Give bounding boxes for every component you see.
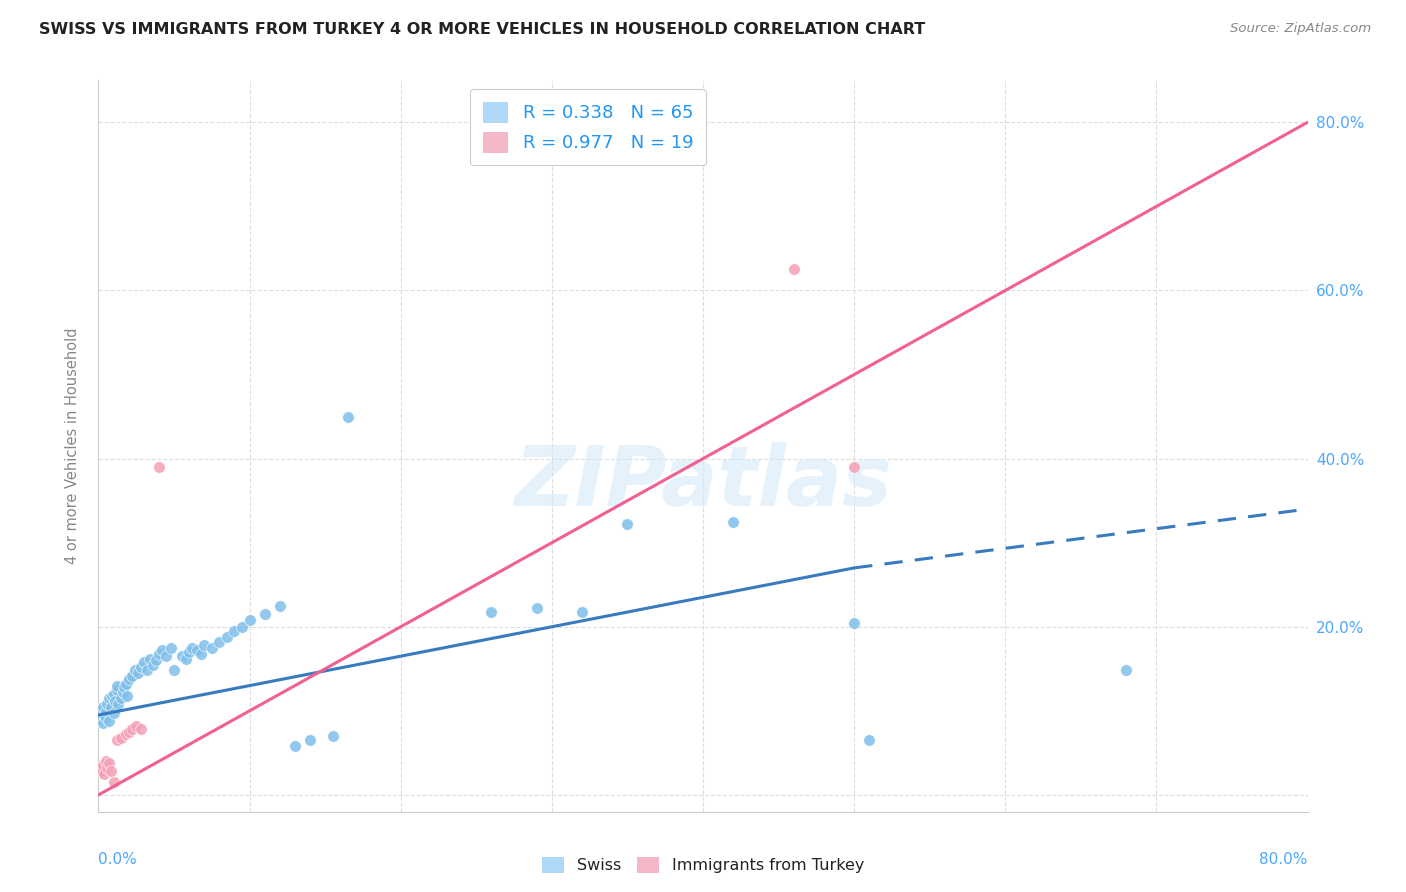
- Point: [179, 645, 201, 659]
- Point: [145, 653, 167, 667]
- Point: [121, 723, 143, 737]
- Point: [114, 677, 136, 691]
- Point: [94, 710, 117, 724]
- Point: [723, 515, 745, 529]
- Point: [170, 649, 193, 664]
- Point: [1115, 664, 1137, 678]
- Point: [105, 679, 128, 693]
- Point: [100, 764, 122, 779]
- Point: [98, 714, 121, 728]
- Point: [93, 708, 115, 723]
- Point: [571, 605, 593, 619]
- Point: [100, 699, 122, 714]
- Point: [115, 689, 138, 703]
- Point: [253, 607, 276, 622]
- Point: [208, 635, 231, 649]
- Point: [858, 733, 880, 747]
- Point: [114, 727, 136, 741]
- Point: [90, 712, 112, 726]
- Point: [239, 613, 262, 627]
- Point: [118, 672, 141, 686]
- Point: [163, 664, 186, 678]
- Point: [127, 665, 149, 680]
- Point: [101, 689, 124, 703]
- Point: [231, 620, 253, 634]
- Point: [129, 660, 152, 674]
- Point: [783, 262, 806, 277]
- Point: [105, 682, 128, 697]
- Point: [148, 460, 170, 475]
- Point: [98, 691, 121, 706]
- Point: [284, 739, 307, 753]
- Point: [160, 640, 183, 655]
- Text: 0.0%: 0.0%: [98, 852, 138, 867]
- Point: [112, 681, 135, 695]
- Point: [110, 731, 132, 745]
- Point: [181, 640, 204, 655]
- Point: [111, 685, 134, 699]
- Point: [96, 761, 118, 775]
- Point: [186, 643, 208, 657]
- Point: [96, 697, 118, 711]
- Point: [844, 615, 866, 630]
- Point: [481, 605, 503, 619]
- Point: [94, 704, 117, 718]
- Legend: Swiss, Immigrants from Turkey: Swiss, Immigrants from Turkey: [536, 850, 870, 880]
- Point: [91, 758, 114, 772]
- Point: [142, 657, 165, 672]
- Point: [174, 651, 197, 665]
- Point: [125, 719, 148, 733]
- Point: [91, 716, 114, 731]
- Point: [336, 409, 359, 424]
- Point: [107, 697, 129, 711]
- Point: [103, 687, 125, 701]
- Point: [844, 460, 866, 475]
- Point: [193, 638, 215, 652]
- Point: [132, 655, 155, 669]
- Point: [135, 664, 157, 678]
- Point: [94, 754, 117, 768]
- Point: [299, 733, 322, 747]
- Point: [118, 724, 141, 739]
- Point: [104, 694, 127, 708]
- Point: [526, 601, 548, 615]
- Point: [224, 624, 246, 638]
- Text: SWISS VS IMMIGRANTS FROM TURKEY 4 OR MORE VEHICLES IN HOUSEHOLD CORRELATION CHAR: SWISS VS IMMIGRANTS FROM TURKEY 4 OR MOR…: [39, 22, 925, 37]
- Point: [121, 668, 143, 682]
- Point: [98, 756, 121, 770]
- Point: [322, 729, 344, 743]
- Text: Source: ZipAtlas.com: Source: ZipAtlas.com: [1230, 22, 1371, 36]
- Point: [89, 763, 111, 777]
- Point: [91, 699, 114, 714]
- Point: [148, 647, 170, 661]
- Point: [110, 691, 132, 706]
- Point: [89, 704, 111, 718]
- Point: [616, 517, 638, 532]
- Text: ZIPatlas: ZIPatlas: [515, 442, 891, 523]
- Point: [105, 733, 128, 747]
- Point: [90, 764, 112, 779]
- Point: [103, 775, 125, 789]
- Point: [103, 706, 125, 720]
- Point: [129, 723, 152, 737]
- Point: [150, 643, 173, 657]
- Y-axis label: 4 or more Vehicles in Household: 4 or more Vehicles in Household: [65, 327, 80, 565]
- Point: [155, 649, 177, 664]
- Point: [201, 640, 224, 655]
- Point: [269, 599, 291, 613]
- Point: [93, 767, 115, 781]
- Point: [124, 664, 146, 678]
- Point: [139, 651, 162, 665]
- Point: [215, 630, 238, 644]
- Text: 80.0%: 80.0%: [1260, 852, 1308, 867]
- Legend: R = 0.338   N = 65, R = 0.977   N = 19: R = 0.338 N = 65, R = 0.977 N = 19: [470, 89, 706, 165]
- Point: [190, 647, 212, 661]
